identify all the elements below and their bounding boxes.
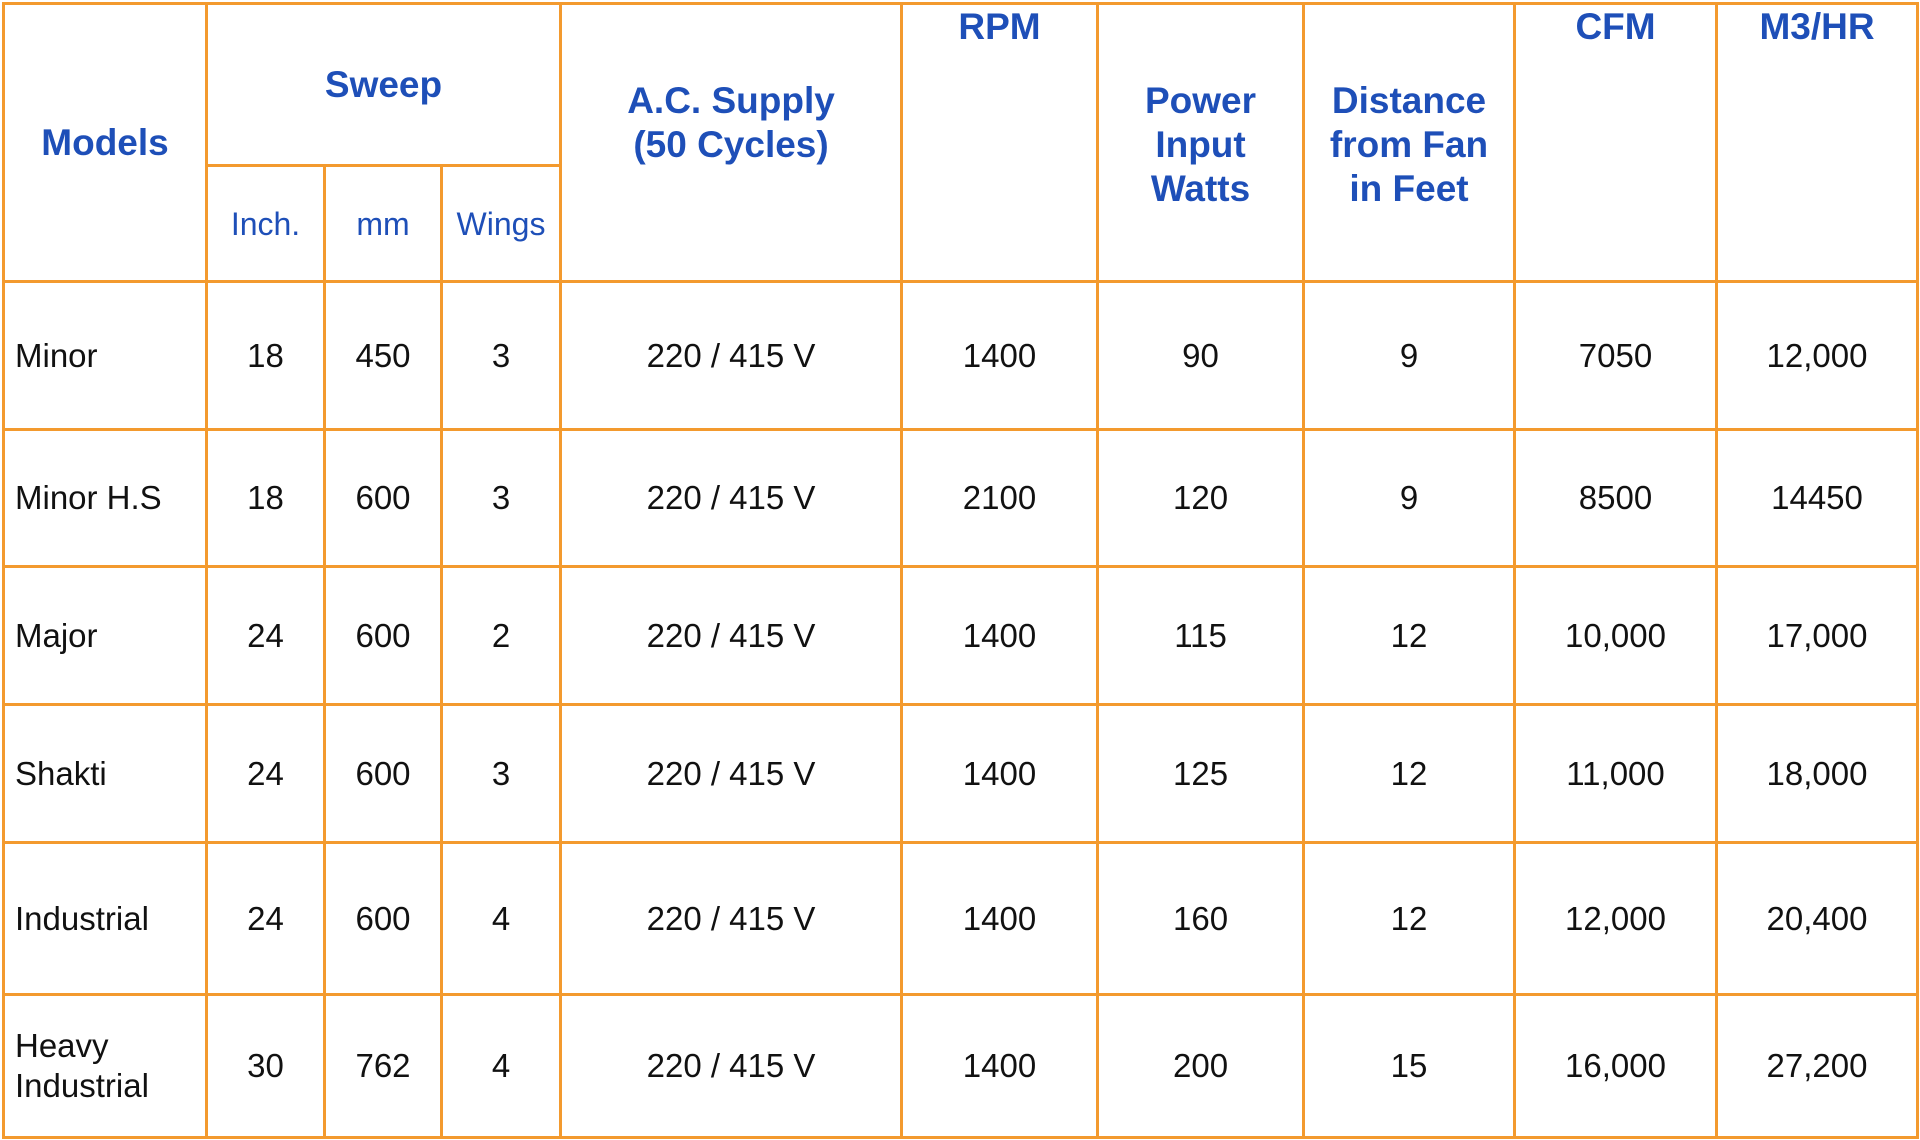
- header-ac-supply: A.C. Supply (50 Cycles): [559, 2, 904, 283]
- header-power-line2: Input: [1155, 124, 1246, 165]
- cell-mm: 600: [323, 841, 443, 996]
- cell-wings: 3: [439, 428, 563, 568]
- cell-m3hr: 17,000: [1715, 565, 1920, 706]
- cell-model: Minor: [2, 280, 208, 431]
- cell-distance: 12: [1302, 841, 1517, 996]
- cell-ac-supply: 220 / 415 V: [559, 703, 904, 844]
- table-body: Minor 18 450 3 220 / 415 V 1400 90 9 705…: [2, 280, 1920, 1139]
- header-ac-supply-line2: (50 Cycles): [633, 124, 829, 165]
- cell-watts: 125: [1096, 703, 1306, 844]
- cell-mm: 762: [323, 993, 443, 1139]
- cell-watts: 200: [1096, 993, 1306, 1139]
- header-distance: Distance from Fan in Feet: [1302, 2, 1517, 283]
- cell-watts: 115: [1096, 565, 1306, 706]
- cell-model: Major: [2, 565, 208, 706]
- cell-distance: 9: [1302, 280, 1517, 431]
- header-m3hr: M3/HR: [1715, 2, 1920, 283]
- cell-cfm: 10,000: [1513, 565, 1719, 706]
- cell-inch: 24: [205, 841, 326, 996]
- cell-m3hr: 27,200: [1715, 993, 1920, 1139]
- cell-ac-supply: 220 / 415 V: [559, 280, 904, 431]
- cell-cfm: 11,000: [1513, 703, 1719, 844]
- cell-model-line1: Heavy: [15, 1027, 109, 1064]
- header-distance-line1: Distance: [1331, 80, 1487, 121]
- cell-inch: 24: [205, 703, 326, 844]
- cell-model: Shakti: [2, 703, 208, 844]
- cell-inch: 24: [205, 565, 326, 706]
- header-wings: Wings: [439, 164, 563, 283]
- cell-inch: 30: [205, 993, 326, 1139]
- header-ac-supply-line1: A.C. Supply: [627, 80, 835, 121]
- header-power-line1: Power: [1144, 80, 1257, 121]
- cell-rpm: 1400: [900, 703, 1100, 844]
- cell-wings: 3: [439, 280, 563, 431]
- header-models: Models: [2, 2, 208, 283]
- cell-m3hr: 18,000: [1715, 703, 1920, 844]
- cell-cfm: 16,000: [1513, 993, 1719, 1139]
- header-distance-line2: from Fan: [1329, 124, 1489, 165]
- header-sweep: Sweep: [204, 2, 563, 167]
- cell-rpm: 1400: [900, 280, 1100, 431]
- cell-rpm: 1400: [900, 993, 1100, 1139]
- cell-cfm: 12,000: [1513, 841, 1719, 996]
- cell-model: Industrial: [2, 841, 208, 996]
- cell-distance: 12: [1302, 565, 1517, 706]
- cell-model: Heavy Industrial: [2, 993, 208, 1139]
- cell-rpm: 2100: [900, 428, 1100, 568]
- header-distance-line3: in Feet: [1349, 168, 1469, 209]
- cell-mm: 600: [323, 565, 443, 706]
- cell-model: Minor H.S: [2, 428, 208, 568]
- cell-ac-supply: 220 / 415 V: [559, 428, 904, 568]
- table-row: Minor H.S 18 600 3 220 / 415 V 2100 120 …: [2, 428, 1920, 568]
- cell-model-line2: Industrial: [15, 1067, 149, 1104]
- table-row: Major 24 600 2 220 / 415 V 1400 115 12 1…: [2, 565, 1920, 706]
- table-row: Minor 18 450 3 220 / 415 V 1400 90 9 705…: [2, 280, 1920, 431]
- cell-rpm: 1400: [900, 841, 1100, 996]
- cell-watts: 90: [1096, 280, 1306, 431]
- cell-wings: 2: [439, 565, 563, 706]
- header-row-top: Models Sweep A.C. Supply (50 Cycles) RPM…: [2, 2, 1920, 283]
- cell-wings: 3: [439, 703, 563, 844]
- table-row: Heavy Industrial 30 762 4 220 / 415 V 14…: [2, 993, 1920, 1139]
- cell-distance: 15: [1302, 993, 1517, 1139]
- cell-ac-supply: 220 / 415 V: [559, 565, 904, 706]
- cell-mm: 600: [323, 703, 443, 844]
- table-header: Models Sweep A.C. Supply (50 Cycles) RPM…: [2, 2, 1920, 283]
- cell-m3hr: 12,000: [1715, 280, 1920, 431]
- cell-ac-supply: 220 / 415 V: [559, 841, 904, 996]
- cell-cfm: 7050: [1513, 280, 1719, 431]
- header-cfm: CFM: [1513, 2, 1719, 283]
- header-inch: Inch.: [205, 164, 326, 283]
- cell-mm: 450: [323, 280, 443, 431]
- cell-inch: 18: [205, 428, 326, 568]
- cell-inch: 18: [205, 280, 326, 431]
- cell-m3hr: 14450: [1715, 428, 1920, 568]
- header-power-input: Power Input Watts: [1096, 2, 1306, 283]
- header-rpm: RPM: [900, 2, 1100, 283]
- cell-watts: 160: [1096, 841, 1306, 996]
- header-mm: mm: [323, 164, 443, 283]
- cell-cfm: 8500: [1513, 428, 1719, 568]
- table-row: Shakti 24 600 3 220 / 415 V 1400 125 12 …: [2, 703, 1920, 844]
- cell-mm: 600: [323, 428, 443, 568]
- table-row: Industrial 24 600 4 220 / 415 V 1400 160…: [2, 841, 1920, 996]
- cell-watts: 120: [1096, 428, 1306, 568]
- cell-wings: 4: [439, 993, 563, 1139]
- cell-wings: 4: [439, 841, 563, 996]
- cell-distance: 12: [1302, 703, 1517, 844]
- cell-m3hr: 20,400: [1715, 841, 1920, 996]
- header-row-sub: Inch. mm Wings: [4, 164, 1918, 283]
- cell-rpm: 1400: [900, 565, 1100, 706]
- cell-distance: 9: [1302, 428, 1517, 568]
- header-power-line3: Watts: [1150, 168, 1251, 209]
- cell-ac-supply: 220 / 415 V: [559, 993, 904, 1139]
